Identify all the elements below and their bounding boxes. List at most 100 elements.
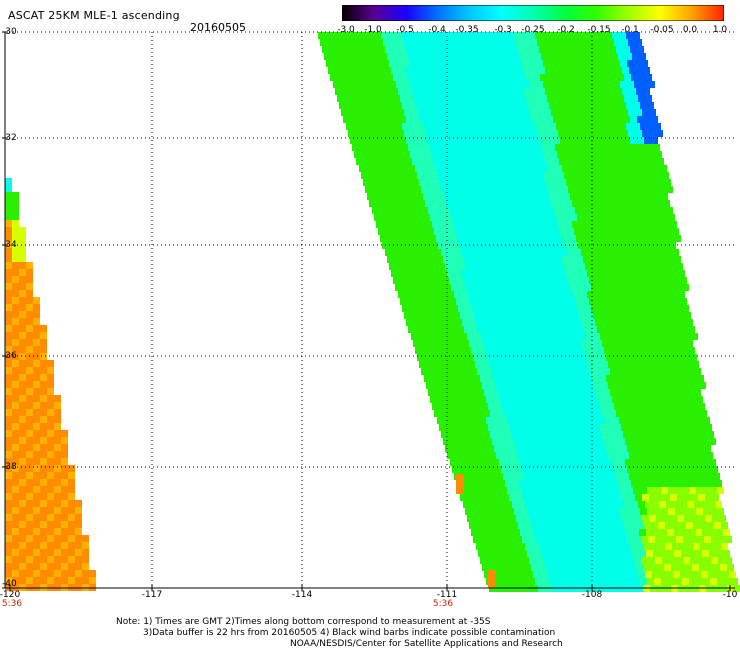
wind-cell (598, 193, 605, 200)
wind-cell (468, 452, 475, 459)
wind-cell (716, 529, 723, 536)
wind-cell (687, 389, 694, 396)
wind-cell (537, 424, 544, 431)
wind-cell (622, 473, 629, 480)
wind-cell (687, 501, 694, 508)
wind-cell (410, 151, 417, 158)
wind-cell (68, 486, 75, 493)
wind-cell (520, 326, 527, 333)
wind-cell (396, 151, 403, 158)
wind-cell (488, 312, 495, 319)
wind-cell (658, 340, 665, 347)
wind-cell (708, 571, 715, 578)
wind-cell (61, 507, 68, 514)
wind-cell (12, 220, 19, 227)
wind-cell (386, 186, 393, 193)
wind-cell (557, 466, 564, 473)
wind-cell (715, 480, 722, 487)
wind-cell (572, 130, 579, 137)
wind-cell (61, 521, 68, 528)
wind-cell (466, 375, 473, 382)
wind-cell (623, 340, 630, 347)
wind-cell (594, 564, 601, 571)
wind-cell (5, 451, 12, 458)
wind-cell (655, 242, 662, 249)
wind-cell (435, 298, 442, 305)
wind-cell (370, 179, 377, 186)
wind-cell (635, 424, 642, 431)
wind-cell (673, 480, 680, 487)
wind-cell (620, 242, 627, 249)
wind-cell (574, 137, 581, 144)
wind-cell (500, 193, 507, 200)
wind-cell (553, 116, 560, 123)
wind-cell (498, 95, 505, 102)
wind-cell (555, 529, 562, 536)
wind-cell (721, 522, 728, 529)
wind-cell (561, 207, 568, 214)
wind-cell (711, 466, 718, 473)
wind-cell (396, 263, 403, 270)
wind-cell (502, 109, 509, 116)
wind-cell (458, 284, 465, 291)
wind-cell (550, 172, 557, 179)
wind-cell (5, 269, 12, 276)
wind-cell (611, 459, 618, 466)
wind-cell (457, 53, 464, 60)
wind-cell (552, 158, 559, 165)
wind-cell (463, 389, 470, 396)
wind-cell (559, 361, 566, 368)
wind-cell (12, 402, 19, 409)
wind-cell (646, 529, 653, 536)
wind-cell (696, 508, 703, 515)
wind-cell (368, 172, 375, 179)
wind-cell (497, 543, 504, 550)
wind-cell (643, 452, 650, 459)
wind-cell (643, 179, 650, 186)
wind-cell (606, 60, 613, 67)
wind-cell (5, 227, 12, 234)
wind-cell (621, 39, 628, 46)
wind-cell (531, 564, 538, 571)
wind-cell (677, 494, 684, 501)
wind-cell (667, 347, 674, 354)
wind-cell (26, 465, 33, 472)
wind-cell (506, 235, 513, 242)
wind-cell (562, 235, 569, 242)
wind-cell (412, 67, 419, 74)
wind-cell (584, 508, 591, 515)
wind-cell (516, 333, 523, 340)
wind-cell (602, 319, 609, 326)
wind-cell (700, 522, 707, 529)
wind-cell (559, 158, 566, 165)
wind-cell (26, 563, 33, 570)
wind-cell (574, 340, 581, 347)
wind-cell (671, 291, 678, 298)
wind-cell (509, 494, 516, 501)
wind-cell (590, 459, 597, 466)
wind-cell (435, 95, 442, 102)
wind-cell (591, 193, 598, 200)
wind-cell (530, 200, 537, 207)
wind-cell (5, 199, 12, 206)
wind-cell (611, 347, 618, 354)
wind-cell (559, 88, 566, 95)
wind-cell (19, 514, 26, 521)
wind-cell (548, 326, 555, 333)
wind-cell (454, 361, 461, 368)
wind-cell (630, 137, 637, 144)
wind-cell (600, 312, 607, 319)
wind-cell (440, 291, 447, 298)
wind-cell (612, 102, 619, 109)
wind-cell (479, 123, 486, 130)
wind-cell (564, 466, 571, 473)
wind-cell (678, 473, 685, 480)
wind-cell (710, 508, 717, 515)
wind-cell (660, 438, 667, 445)
wind-cell (524, 361, 531, 368)
wind-cell (620, 172, 627, 179)
wind-cell (530, 221, 537, 228)
wind-cell (407, 186, 414, 193)
wind-cell (660, 235, 667, 242)
wind-cell (47, 458, 54, 465)
